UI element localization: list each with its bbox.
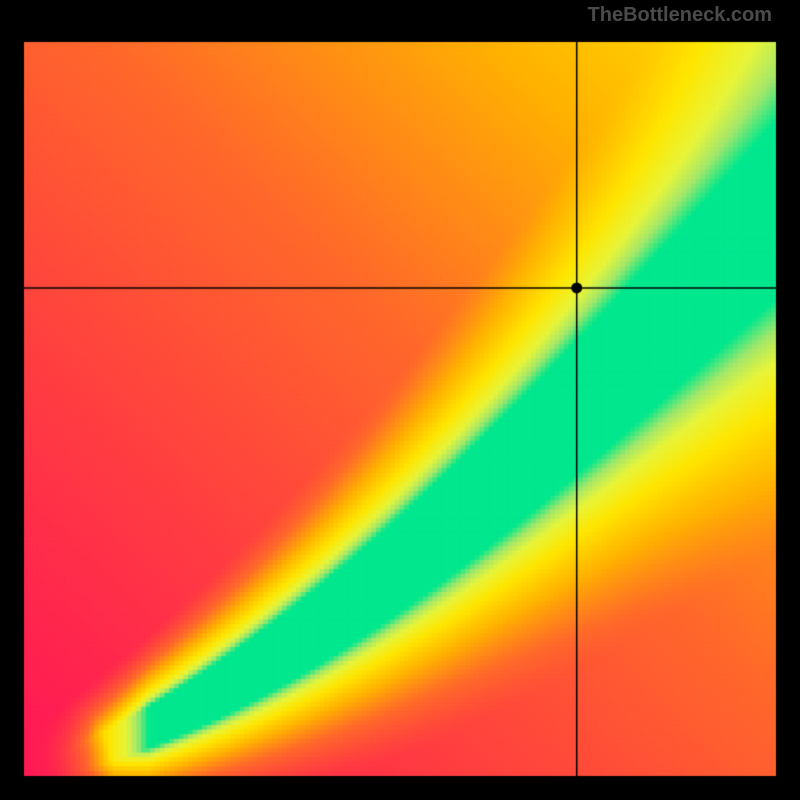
chart-container: TheBottleneck.com — [0, 0, 800, 800]
heatmap-canvas — [0, 0, 800, 800]
watermark-text: TheBottleneck.com — [588, 4, 772, 27]
